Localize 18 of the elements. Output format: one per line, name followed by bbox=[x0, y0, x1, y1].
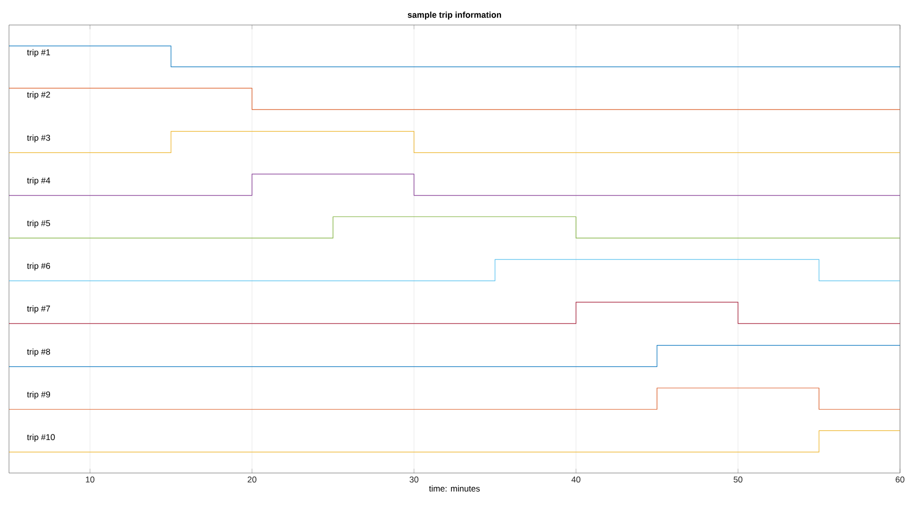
series-label: trip #4 bbox=[27, 177, 50, 186]
series-label: trip #2 bbox=[27, 91, 50, 100]
x-tick-label: 10 bbox=[86, 476, 94, 483]
x-tick-label: 40 bbox=[571, 476, 580, 483]
chart-title: sample trip information bbox=[408, 12, 502, 20]
series-label: trip #7 bbox=[27, 305, 50, 314]
x-tick-label: 20 bbox=[248, 476, 256, 483]
series-label: trip #6 bbox=[27, 262, 50, 271]
series-label: trip #8 bbox=[27, 348, 50, 356]
series-label: trip #1 bbox=[27, 49, 50, 58]
x-tick-label: 60 bbox=[896, 476, 904, 483]
series-label: trip #10 bbox=[27, 434, 55, 442]
series-label: trip #3 bbox=[27, 134, 50, 142]
x-tick-label: 50 bbox=[734, 476, 742, 483]
series-label: trip #9 bbox=[27, 391, 50, 400]
x-axis-title: time: minutes bbox=[429, 485, 480, 492]
series-label: trip #5 bbox=[27, 220, 50, 228]
x-tick-label: 30 bbox=[410, 476, 418, 483]
